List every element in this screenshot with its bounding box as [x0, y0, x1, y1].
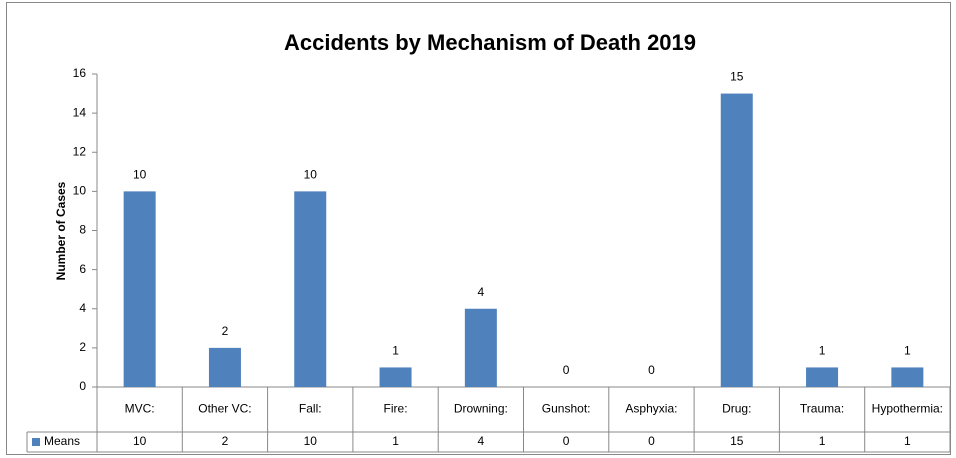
- x-tick-label: Trauma:: [800, 402, 844, 416]
- bar: [294, 191, 327, 387]
- y-tick-label: 2: [79, 340, 86, 354]
- x-tick-label: Drowning:: [454, 402, 508, 416]
- bar: [208, 347, 241, 387]
- table-value: 1: [904, 434, 911, 448]
- legend-swatch: [32, 438, 40, 446]
- bar: [379, 367, 412, 387]
- table-value: 4: [478, 434, 485, 448]
- data-label: 1: [819, 344, 826, 358]
- x-tick-label: Other VC:: [198, 402, 251, 416]
- y-axis-label: Number of Cases: [54, 181, 68, 280]
- bar: [123, 191, 156, 387]
- x-tick-label: MVC:: [125, 402, 155, 416]
- y-tick-label: 10: [73, 184, 87, 198]
- table-value: 0: [648, 434, 655, 448]
- table-value: 0: [563, 434, 570, 448]
- data-label: 1: [904, 344, 911, 358]
- x-tick-label: Asphyxia:: [625, 402, 677, 416]
- data-label: 1: [392, 344, 399, 358]
- y-tick-label: 6: [79, 262, 86, 276]
- y-tick-label: 16: [73, 66, 87, 80]
- bar: [891, 367, 924, 387]
- table-value: 1: [392, 434, 399, 448]
- data-label: 4: [478, 285, 485, 299]
- data-label: 2: [222, 324, 229, 338]
- data-label: 0: [648, 363, 655, 377]
- data-label: 15: [730, 70, 744, 84]
- x-tick-label: Fire:: [384, 402, 408, 416]
- bar: [720, 93, 753, 387]
- y-tick-label: 8: [79, 223, 86, 237]
- y-tick-label: 14: [73, 105, 87, 119]
- table-value: 10: [304, 434, 318, 448]
- x-tick-label: Gunshot:: [542, 402, 591, 416]
- x-tick-label: Hypothermia:: [872, 402, 943, 416]
- y-tick-label: 4: [79, 301, 86, 315]
- data-label: 10: [133, 168, 147, 182]
- bar: [806, 367, 839, 387]
- y-tick-label: 0: [79, 379, 86, 393]
- data-label: 0: [563, 363, 570, 377]
- table-value: 15: [730, 434, 744, 448]
- data-label: 10: [304, 168, 318, 182]
- legend-label: Means: [44, 434, 80, 448]
- bar: [464, 308, 497, 387]
- x-tick-label: Drug:: [722, 402, 751, 416]
- chart-title: Accidents by Mechanism of Death 2019: [284, 30, 696, 55]
- x-tick-label: Fall:: [299, 402, 322, 416]
- table-value: 2: [222, 434, 229, 448]
- y-tick-label: 12: [73, 144, 87, 158]
- table-value: 10: [133, 434, 147, 448]
- table-value: 1: [819, 434, 826, 448]
